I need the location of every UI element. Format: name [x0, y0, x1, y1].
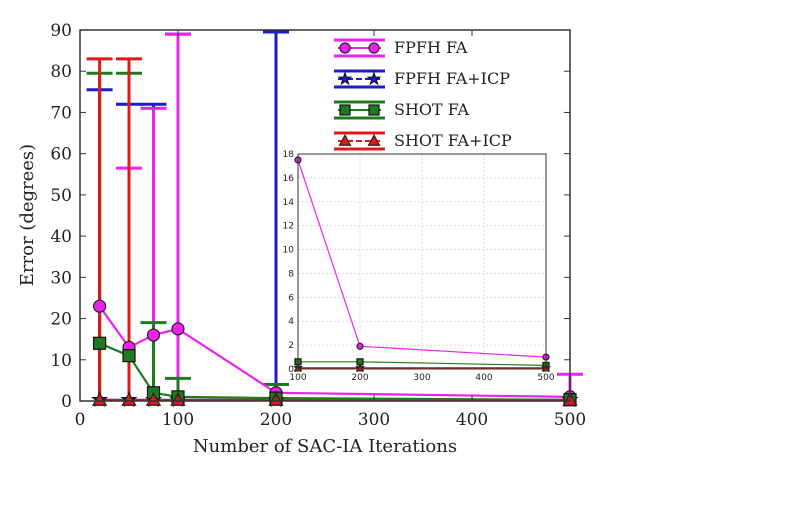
inset-y-tick-label: 8 [288, 269, 294, 279]
inset-x-tick-label: 500 [537, 373, 554, 383]
y-tick-label: 90 [50, 21, 72, 41]
legend-marker [337, 71, 353, 86]
x-tick-label: 300 [358, 410, 390, 430]
inset-y-tick-label: 10 [283, 246, 295, 256]
fpfh-fa-line [98, 305, 571, 398]
y-tick-label: 20 [50, 310, 72, 330]
y-tick-label: 30 [50, 268, 72, 288]
y-axis-label: Error (degrees) [17, 144, 38, 286]
inset-y-tick-label: 16 [283, 174, 295, 184]
inset-background [297, 153, 547, 370]
y-tick-label: 80 [50, 62, 72, 82]
legend-marker [368, 104, 380, 116]
legend-label: FPFH FA+ICP [394, 69, 510, 88]
legend-item-fpfh-fa-icp: FPFH FA+ICP [334, 69, 510, 89]
fpfh-fa-point [146, 328, 161, 342]
x-tick-label: 400 [456, 410, 488, 430]
inset-x-tick-label: 100 [289, 373, 306, 383]
legend-item-fpfh-fa: FPFH FA [334, 38, 468, 58]
x-tick-label: 0 [75, 410, 86, 430]
y-tick-label: 0 [61, 392, 72, 412]
inset-x-tick-label: 300 [413, 373, 430, 383]
y-tick-label: 70 [50, 103, 72, 123]
y-tick-label: 50 [50, 186, 72, 206]
legend: FPFH FA FPFH FA+ICP SHOT FA SHOT FA+ICP [334, 38, 512, 151]
legend-label: SHOT FA [394, 100, 470, 119]
legend-marker [366, 71, 382, 86]
shot-fa-icp-point [121, 392, 137, 406]
shot-fa-icp-point [145, 392, 162, 406]
x-tick-label: 500 [554, 410, 586, 430]
inset-x-tick-label: 400 [475, 373, 492, 383]
fpfh-fa-point [171, 322, 185, 336]
shot-fa-point [92, 336, 107, 350]
x-tick-label: 100 [162, 410, 194, 430]
legend-label: FPFH FA [394, 38, 468, 57]
inset-y-tick-label: 18 [283, 150, 295, 160]
y-tick-label: 60 [50, 145, 72, 165]
inset-y-tick-label: 6 [288, 293, 294, 303]
legend-item-shot-fa-icp: SHOT FA+ICP [334, 131, 512, 151]
y-tick-label: 10 [50, 351, 72, 371]
inset-y-tick-label: 12 [283, 222, 294, 232]
legend-marker [339, 104, 351, 116]
legend-marker [368, 42, 380, 54]
inset-fpfh-fa-point [356, 342, 364, 350]
inset-frame [297, 153, 547, 370]
y-tick-label: 40 [50, 227, 72, 247]
legend-item-shot-fa: SHOT FA [334, 100, 470, 120]
x-tick-label: 200 [260, 410, 292, 430]
inset-chart: 100 200 300 400 500 0 2 4 6 8 10 12 14 16 18 [283, 150, 555, 383]
main-plot-frame [79, 29, 571, 402]
legend-marker [339, 42, 351, 54]
inset-y-tick-label: 0 [288, 365, 294, 375]
x-axis-label: Number of SAC-IA Iterations [193, 436, 457, 457]
inset-x-tick-label: 200 [351, 373, 368, 383]
shot-fa-icp-point [91, 392, 108, 406]
shot-fa-point [122, 349, 136, 363]
legend-marker [338, 134, 352, 146]
legend-label: SHOT FA+ICP [394, 131, 512, 150]
inset-y-tick-label: 2 [288, 341, 294, 351]
inset-y-tick-label: 4 [288, 317, 294, 327]
inset-y-tick-label: 14 [283, 198, 295, 208]
legend-marker [367, 134, 381, 146]
fpfh-fa-point [92, 299, 107, 313]
